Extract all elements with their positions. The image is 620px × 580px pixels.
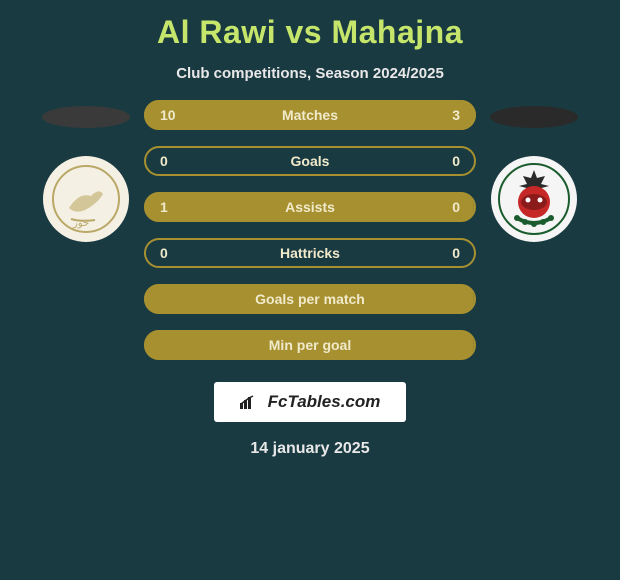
stat-value-right: 3 xyxy=(452,107,460,123)
stat-row: Min per goal xyxy=(144,330,476,360)
stat-value-right: 0 xyxy=(452,245,460,261)
stat-label: Goals per match xyxy=(255,291,365,307)
stat-fill-left xyxy=(144,100,395,130)
stat-value-left: 10 xyxy=(160,107,176,123)
stat-value-left: 1 xyxy=(160,199,168,215)
stat-value-right: 0 xyxy=(452,153,460,169)
watermark-text: FcTables.com xyxy=(268,392,381,412)
stat-row: 1 Assists 0 xyxy=(144,192,476,222)
comparison-card: Al Rawi vs Mahajna Club competitions, Se… xyxy=(0,0,620,468)
stat-fill-right xyxy=(395,100,476,130)
club-right-badge xyxy=(491,156,577,242)
stat-row: 0 Goals 0 xyxy=(144,146,476,176)
stat-value-left: 0 xyxy=(160,245,168,261)
club-left-icon: خور xyxy=(51,164,121,234)
main-row: خور 10 Matches 3 0 Goals 0 1 Assists 0 0 Hattricks… xyxy=(0,100,620,360)
watermark[interactable]: FcTables.com xyxy=(214,382,407,422)
stat-row: Goals per match xyxy=(144,284,476,314)
page-title: Al Rawi vs Mahajna xyxy=(157,14,463,51)
date: 14 january 2025 xyxy=(250,440,369,458)
player-right-photo-placeholder xyxy=(490,106,578,128)
stat-label: Goals xyxy=(291,153,330,169)
stat-label: Min per goal xyxy=(269,337,351,353)
player-left-col: خور xyxy=(36,100,136,242)
subtitle: Club competitions, Season 2024/2025 xyxy=(176,65,444,82)
watermark-chart-icon xyxy=(240,395,262,409)
stat-label: Assists xyxy=(285,199,335,215)
stat-value-right: 0 xyxy=(452,199,460,215)
club-left-badge: خور xyxy=(43,156,129,242)
stats-list: 10 Matches 3 0 Goals 0 1 Assists 0 0 Hattricks 0 Goa… xyxy=(144,100,476,360)
svg-text:خور: خور xyxy=(72,218,89,229)
stat-row: 0 Hattricks 0 xyxy=(144,238,476,268)
stat-label: Matches xyxy=(282,107,338,123)
stat-value-left: 0 xyxy=(160,153,168,169)
club-right-icon xyxy=(497,162,571,236)
stat-row: 10 Matches 3 xyxy=(144,100,476,130)
player-right-col xyxy=(484,100,584,242)
stat-label: Hattricks xyxy=(280,245,340,261)
player-left-photo-placeholder xyxy=(42,106,130,128)
